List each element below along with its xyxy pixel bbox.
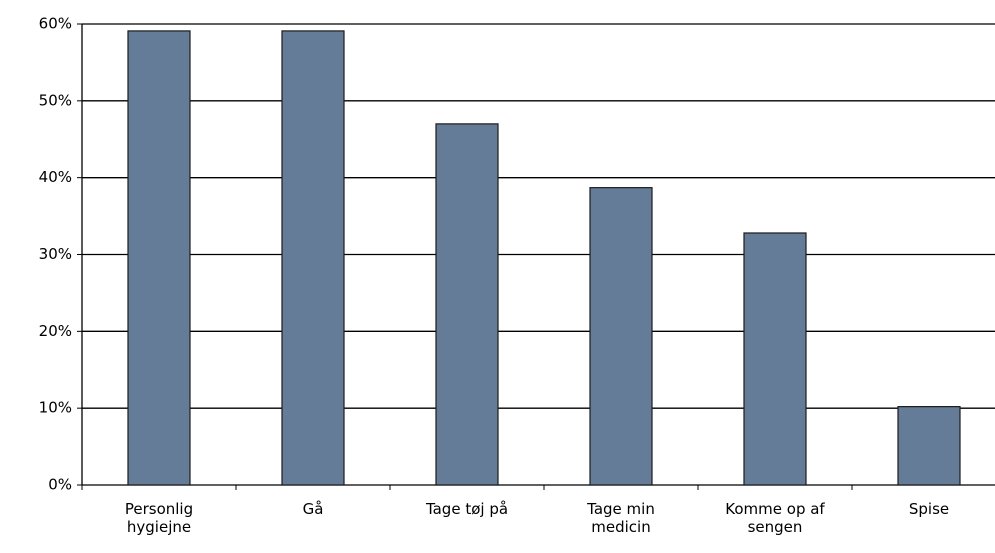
- x-tick-label: Tage min medicin: [586, 500, 655, 536]
- y-tick-label: 40%: [39, 168, 72, 186]
- x-tick-label: Gå: [303, 500, 324, 518]
- y-tick-label: 20%: [39, 322, 72, 340]
- y-tick-label: 60%: [39, 15, 72, 33]
- bar: [127, 30, 191, 486]
- bar: [281, 30, 345, 486]
- x-tick-label: Spise: [909, 500, 949, 518]
- y-tick-label: 50%: [39, 91, 72, 109]
- bar: [897, 406, 961, 486]
- bar: [589, 187, 653, 486]
- x-tick-label: Tage tøj på: [425, 500, 508, 518]
- x-tick-label: Personlig hygiejne: [125, 500, 193, 536]
- y-tick-label: 10%: [39, 399, 72, 417]
- bar: [435, 123, 499, 486]
- y-tick-label: 0%: [48, 476, 72, 494]
- bar: [743, 232, 807, 486]
- x-tick-label: Komme op af sengen: [725, 500, 825, 536]
- y-tick-label: 30%: [39, 245, 72, 263]
